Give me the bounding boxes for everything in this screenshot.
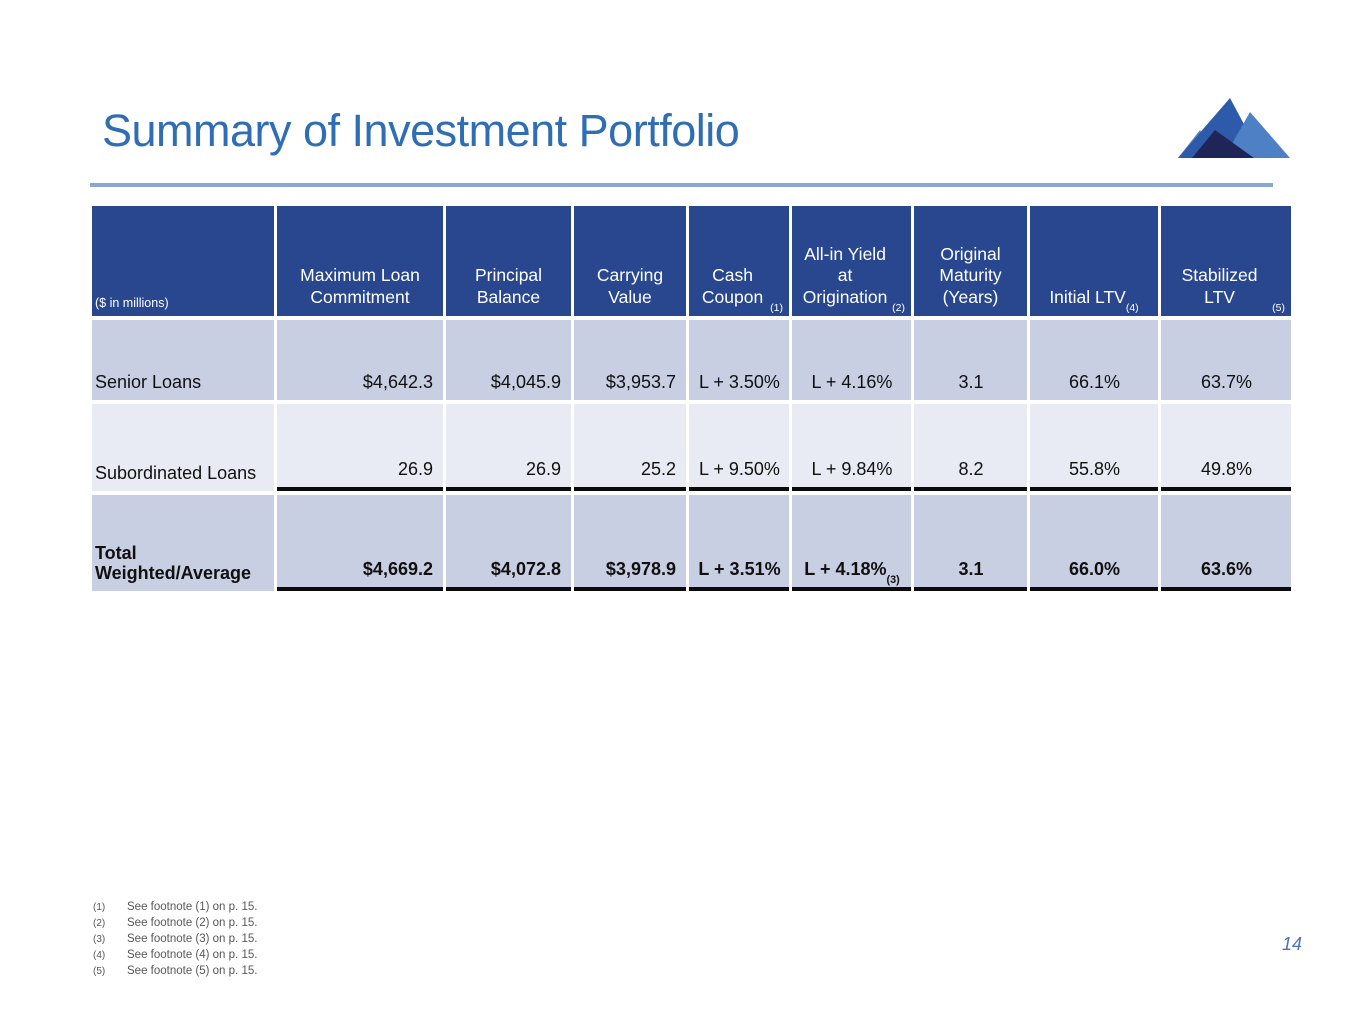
table-cell: L + 9.50% xyxy=(689,404,789,491)
table-cell: 3.1 xyxy=(914,320,1027,400)
table-cell: 66.1% xyxy=(1030,320,1158,400)
table-cell: L + 3.51% xyxy=(689,495,789,591)
page-title: Summary of Investment Portfolio xyxy=(102,105,740,156)
footnote-text: See footnote (5) on p. 15. xyxy=(127,964,258,977)
logo-right-peak-triangle xyxy=(1224,112,1290,158)
table-cell: 26.9 xyxy=(277,404,443,491)
title-underline-rule xyxy=(90,183,1273,187)
column-header: Carrying Value xyxy=(574,206,686,316)
table-cell: 8.2 xyxy=(914,404,1027,491)
table-cell: 55.8% xyxy=(1030,404,1158,491)
table-cell: $3,953.7 xyxy=(574,320,686,400)
footnote-marker: (3) xyxy=(93,933,106,945)
table-cell: 63.6% xyxy=(1161,495,1291,591)
table-cell: $3,978.9 xyxy=(574,495,686,591)
footnote: (2) See footnote (2) on p. 15. xyxy=(93,916,257,932)
investment-portfolio-table: ($ in millions) Maximum Loan Commitment Pr… xyxy=(92,206,1291,591)
table-cell: L + 9.84% xyxy=(792,404,911,491)
footnote: (3) See footnote (3) on p. 15. xyxy=(93,932,257,948)
footnote-text: See footnote (4) on p. 15. xyxy=(127,948,258,961)
footnote-text: See footnote (3) on p. 15. xyxy=(127,932,258,945)
table-cell: L + 4.16% xyxy=(792,320,911,400)
footnote-marker: (2) xyxy=(93,917,106,929)
footnotes: (1) See footnote (1) on p. 15. (2) See foot… xyxy=(93,900,257,980)
row-label: Subordinated Loans xyxy=(92,404,274,491)
table-cell: 66.0% xyxy=(1030,495,1158,591)
footnote: (1) See footnote (1) on p. 15. xyxy=(93,900,257,916)
footnote-marker: (5) xyxy=(93,965,106,977)
footnote-marker: (4) xyxy=(93,949,106,961)
table-cell: 26.9 xyxy=(446,404,571,491)
table-cell: $4,045.9 xyxy=(446,320,571,400)
column-header: Stabilized LTV (5) xyxy=(1161,206,1291,316)
table-cell: 49.8% xyxy=(1161,404,1291,491)
row-label: Senior Loans xyxy=(92,320,274,400)
footnote-marker: (1) xyxy=(93,902,106,913)
column-header: All-in Yield at Origination (2) xyxy=(792,206,911,316)
table-cell: $4,669.2 xyxy=(277,495,443,591)
column-header: Maximum Loan Commitment xyxy=(277,206,443,316)
table-cell: 3.1 xyxy=(914,495,1027,591)
table-cell: $4,642.3 xyxy=(277,320,443,400)
column-header: Original Maturity (Years) xyxy=(914,206,1027,316)
footnote-text: See footnote (2) on p. 15. xyxy=(127,916,258,929)
page-number: 14 xyxy=(1282,934,1303,954)
column-header: Cash Coupon (1) xyxy=(689,206,789,316)
footnote: (5) See footnote (5) on p. 15. xyxy=(93,964,257,980)
table-cell: 25.2 xyxy=(574,404,686,491)
table-cell: L + 3.50% xyxy=(689,320,789,400)
logo-dark-front-triangle xyxy=(1192,130,1254,158)
mountain-logo xyxy=(1178,98,1290,158)
column-header: Principal Balance xyxy=(446,206,571,316)
table-cell: 63.7% xyxy=(1161,320,1291,400)
table-unit-note: ($ in millions) xyxy=(92,206,274,316)
footnote-text: See footnote (1) on p. 15. xyxy=(127,901,258,913)
row-label: Total Weighted/Average xyxy=(92,495,274,591)
table-cell: $4,072.8 xyxy=(446,495,571,591)
footnote: (4) See footnote (4) on p. 15. xyxy=(93,948,257,964)
table-cell: L + 4.18% (3) xyxy=(792,495,911,591)
column-header: Initial LTV (4) xyxy=(1030,206,1158,316)
